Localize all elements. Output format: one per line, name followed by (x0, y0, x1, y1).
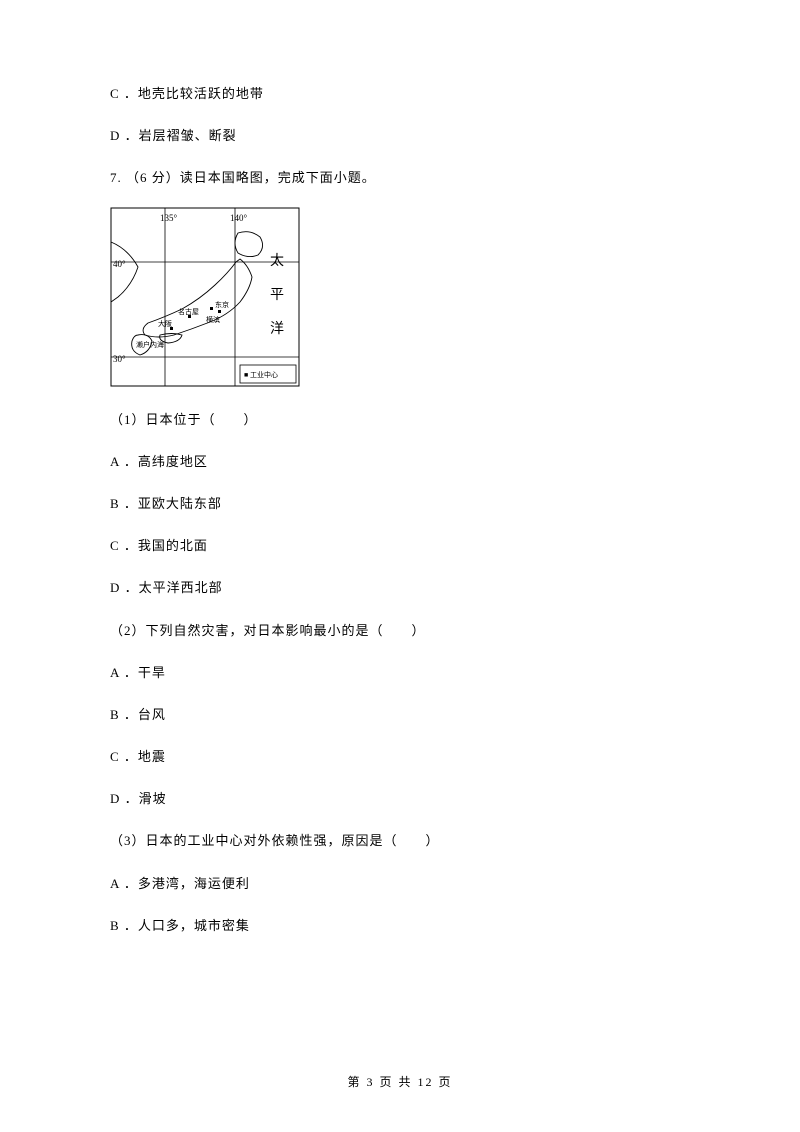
ocean-label-1: 太 (270, 253, 284, 269)
option-c: C ．地壳比较活跃的地带 (110, 85, 690, 103)
page-footer: 第 3 页 共 12 页 (0, 1073, 800, 1090)
japan-map-svg: 135° 140° 40° 30° 太 平 洋 名古屋 东京 大阪 横滨 濑户内… (110, 207, 300, 387)
ocean-label-3: 洋 (270, 321, 284, 337)
footer-suffix: 页 (434, 1075, 453, 1089)
sub-question-2-stem: （2）下列自然灾害，对日本影响最小的是（ ） (110, 622, 690, 640)
sub-q1-option-c: C ．我国的北面 (110, 537, 690, 555)
footer-middle: 页 共 (374, 1075, 417, 1089)
sub-q2-option-d: D ．滑坡 (110, 790, 690, 808)
lon-140-label: 140° (230, 213, 248, 223)
city-tokyo: 东京 (215, 300, 229, 309)
sub-q2-option-c: C ．地震 (110, 748, 690, 766)
seto-label: 濑户内海 (136, 340, 164, 349)
sub-q3-option-b: B ．人口多，城市密集 (110, 917, 690, 935)
footer-total-page: 12 (418, 1075, 434, 1089)
sub-q1-option-a: A ．高纬度地区 (110, 453, 690, 471)
legend-text: ■ 工业中心 (244, 370, 278, 379)
lat-30-label: 30° (113, 354, 126, 364)
footer-prefix: 第 (347, 1075, 366, 1089)
question-7-stem: 7. （6 分）读日本国略图，完成下面小题。 (110, 169, 690, 187)
lon-135-label: 135° (160, 213, 178, 223)
sub-q1-option-d: D ．太平洋西北部 (110, 579, 690, 597)
sub-q2-option-b: B ．台风 (110, 706, 690, 724)
city-nagoya: 名古屋 (178, 307, 199, 316)
city-yokohama: 横滨 (206, 315, 220, 324)
sub-q2-option-a: A ．干旱 (110, 664, 690, 682)
sub-question-3-stem: （3）日本的工业中心对外依赖性强，原因是（ ） (110, 832, 690, 850)
sub-q1-option-b: B ．亚欧大陆东部 (110, 495, 690, 513)
sub-q3-option-a: A ．多港湾，海运便利 (110, 875, 690, 893)
option-d: D ．岩层褶皱、断裂 (110, 127, 690, 145)
sub-question-1-stem: （1）日本位于（ ） (110, 411, 690, 429)
japan-map-figure: 135° 140° 40° 30° 太 平 洋 名古屋 东京 大阪 横滨 濑户内… (110, 207, 300, 387)
ocean-label-2: 平 (270, 288, 284, 303)
city-osaka: 大阪 (158, 319, 172, 328)
lat-40-label: 40° (113, 259, 126, 269)
